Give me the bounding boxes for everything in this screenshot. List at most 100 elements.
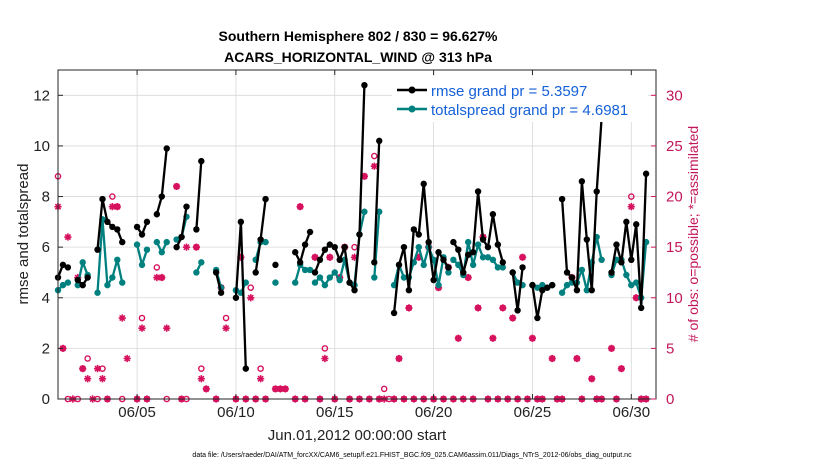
obs-possible-point (321, 345, 329, 352)
y-right-tick-label: 10 (666, 290, 683, 307)
rmse-point (479, 236, 487, 243)
rmse-point (573, 286, 581, 294)
rmse-point (217, 289, 225, 296)
rmse-point (262, 195, 269, 203)
spread-point (499, 264, 506, 271)
obs-assimilated-point (192, 243, 200, 251)
obs-assimilated-point (222, 324, 230, 332)
spread-point (143, 246, 151, 253)
rmse-point (445, 264, 452, 271)
spread-point (598, 256, 605, 264)
rmse-point (316, 256, 324, 264)
spread-point (563, 281, 571, 289)
spread-point (435, 281, 442, 289)
spread-point (455, 261, 462, 269)
obs-assimilated-point (202, 385, 210, 393)
rmse-point (242, 365, 250, 372)
rmse-point (212, 269, 220, 276)
rmse-point (74, 276, 81, 284)
rmse-point (336, 256, 343, 264)
obs-assimilated-point (370, 162, 378, 170)
spread-point (173, 236, 180, 243)
obs-possible-point (84, 355, 91, 362)
obs-possible-point (138, 314, 146, 322)
obs-assimilated-point (138, 324, 146, 332)
rmse-point (64, 264, 72, 271)
spread-point (326, 274, 334, 281)
obs-assimilated-point (627, 203, 635, 211)
rmse-point (79, 281, 86, 289)
chart-subtitle: ACARS_HORIZONTAL_WIND @ 313 hPa (224, 49, 492, 65)
spread-point (311, 279, 319, 286)
obs-assimilated-point (509, 314, 517, 322)
obs-count-series (54, 152, 650, 403)
rmse-point (272, 261, 279, 269)
spread-point (420, 261, 427, 269)
rmse-point (519, 264, 526, 271)
rmse-point (460, 269, 467, 276)
spread-point (558, 289, 566, 296)
x-tick-label: 06/25 (514, 404, 552, 421)
spread-point (376, 208, 383, 215)
rmse-point (94, 246, 101, 253)
obs-assimilated-point (118, 314, 126, 322)
obs-assimilated-point (617, 365, 626, 373)
obs-assimilated-point (548, 354, 556, 363)
legend-spread-marker (408, 105, 416, 113)
y-right-tick-label: 20 (666, 189, 683, 206)
obs-assimilated-point (350, 253, 359, 261)
rmse-point (583, 236, 591, 243)
obs-assimilated-point (573, 354, 581, 363)
obs-assimilated-point (499, 304, 507, 312)
spread-point (59, 281, 67, 289)
rmse-point (430, 276, 437, 284)
rmse-point (99, 195, 106, 203)
obs-assimilated-point (415, 253, 423, 261)
y-tick-label: 0 (42, 391, 50, 408)
rmse-point (494, 241, 502, 248)
rmse-point (104, 218, 111, 226)
spread-point (623, 271, 630, 279)
spread-point (479, 254, 487, 261)
y-right-tick-label: 25 (666, 138, 683, 155)
rmse-point (544, 284, 551, 291)
spread-point (163, 238, 170, 246)
spread-point (242, 279, 250, 286)
spread-point (583, 286, 591, 294)
obs-assimilated-point (276, 385, 284, 393)
obs-assimilated-point (173, 182, 181, 191)
spread-point (494, 264, 502, 271)
obs-possible-point (198, 365, 205, 372)
rmse-point (346, 279, 353, 286)
spread-point (361, 208, 368, 215)
obs-assimilated-point (454, 334, 462, 342)
spread-point (633, 279, 640, 286)
obs-assimilated-point (474, 304, 482, 312)
y-tick-label: 2 (42, 340, 50, 357)
rmse-point (637, 304, 645, 312)
rmse-point (59, 261, 67, 269)
rmse-point (558, 195, 566, 203)
rmse-point (326, 241, 334, 248)
spread-point (539, 281, 546, 289)
spread-point (321, 281, 329, 289)
plot-frame (57, 69, 657, 400)
rmse-point (331, 243, 338, 251)
rmse-point (405, 286, 413, 294)
obs-assimilated-point (632, 294, 640, 302)
y-tick-label: 8 (42, 189, 50, 206)
rmse-point (415, 231, 422, 238)
obs-assimilated-point (271, 385, 280, 393)
rmse-point (425, 238, 432, 246)
spread-point (198, 259, 205, 266)
spread-point (64, 279, 72, 286)
rmse-point (450, 238, 457, 246)
rmse-point (371, 259, 378, 266)
obs-possible-point (222, 314, 230, 322)
spread-point (109, 274, 116, 281)
legend-box (392, 76, 648, 122)
rmse-point (440, 256, 447, 264)
obs-assimilated-point (98, 375, 107, 383)
rmse-point (474, 188, 482, 195)
rmse-point (311, 269, 319, 276)
